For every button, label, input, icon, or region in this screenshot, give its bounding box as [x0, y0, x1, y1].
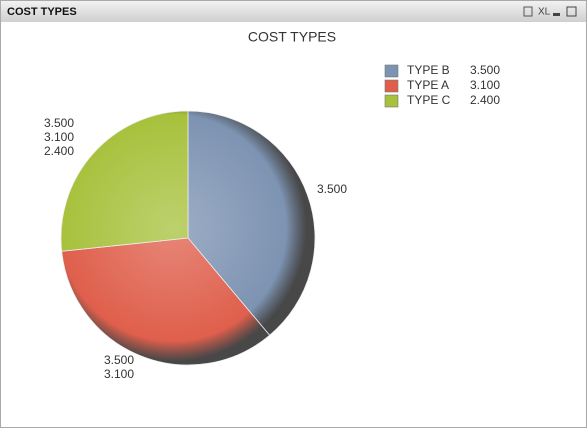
legend-swatch	[384, 79, 399, 93]
data-label: 2.400	[44, 144, 74, 158]
data-label: 3.100	[44, 130, 74, 144]
chart-title: COST TYPES	[248, 29, 336, 45]
data-label: 3.500	[104, 353, 134, 367]
data-label: 3.500	[317, 182, 347, 196]
legend-label: TYPE A	[407, 78, 449, 92]
data-label: 3.100	[104, 367, 134, 381]
maximize-button[interactable]	[566, 6, 577, 17]
pie-slice	[61, 237, 271, 366]
minimize-button[interactable]	[553, 13, 560, 16]
legend-label: TYPE B	[407, 63, 450, 77]
legend-label: TYPE C	[407, 93, 451, 107]
legend-value: 3.100	[470, 78, 500, 92]
print-button[interactable]	[523, 6, 533, 17]
xl-button[interactable]: XL	[538, 7, 551, 18]
pie-slice	[187, 110, 316, 336]
legend-value: 3.500	[470, 63, 500, 77]
legend-swatch	[384, 64, 399, 78]
legend-value: 2.400	[470, 93, 500, 107]
title-bar	[1, 1, 586, 22]
pie-slice	[60, 110, 189, 252]
pie	[60, 110, 316, 366]
window-title: COST TYPES	[7, 6, 77, 18]
legend-swatch	[384, 94, 399, 108]
data-label: 3.500	[44, 116, 74, 130]
